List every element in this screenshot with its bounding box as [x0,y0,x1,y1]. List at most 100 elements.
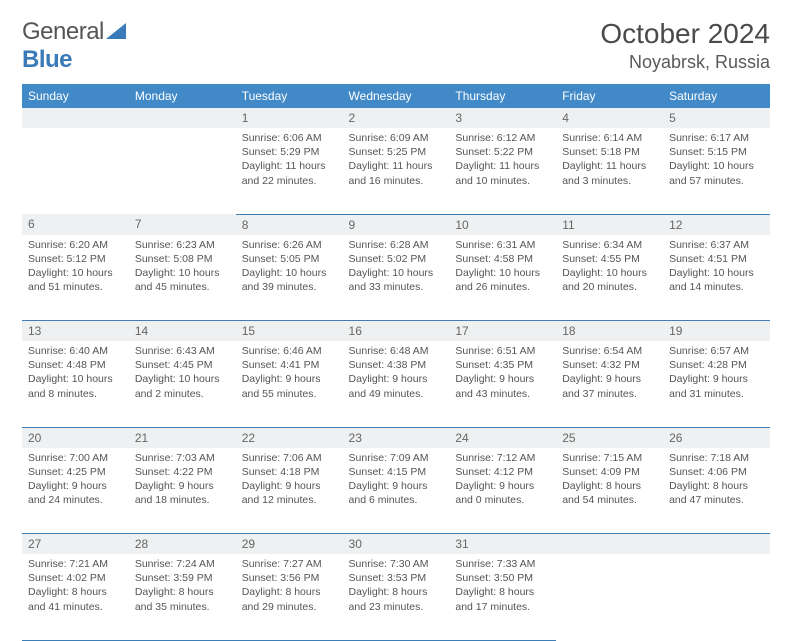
day-details: Sunrise: 6:17 AMSunset: 5:15 PMDaylight:… [663,128,770,194]
sunrise-line: Sunrise: 6:43 AM [135,344,230,358]
sunrise-line: Sunrise: 6:28 AM [349,238,444,252]
sunset-line: Sunset: 5:15 PM [669,145,764,159]
day-number-cell [663,534,770,555]
day-number-cell [129,108,236,128]
sunrise-line: Sunrise: 7:27 AM [242,557,337,571]
daynum-row: 20212223242526 [22,427,770,448]
day-number-cell: 28 [129,534,236,555]
day-details: Sunrise: 7:03 AMSunset: 4:22 PMDaylight:… [129,448,236,514]
day-details: Sunrise: 6:46 AMSunset: 4:41 PMDaylight:… [236,341,343,407]
daylight-line: Daylight: 10 hours and 20 minutes. [562,266,657,294]
day-details: Sunrise: 7:15 AMSunset: 4:09 PMDaylight:… [556,448,663,514]
sunrise-line: Sunrise: 6:26 AM [242,238,337,252]
daylight-line: Daylight: 9 hours and 31 minutes. [669,372,764,400]
day-details: Sunrise: 7:09 AMSunset: 4:15 PMDaylight:… [343,448,450,514]
daynum-row: 12345 [22,108,770,128]
sunset-line: Sunset: 3:50 PM [455,571,550,585]
daylight-line: Daylight: 10 hours and 26 minutes. [455,266,550,294]
daylight-line: Daylight: 8 hours and 54 minutes. [562,479,657,507]
sunrise-line: Sunrise: 6:14 AM [562,131,657,145]
day-details: Sunrise: 6:09 AMSunset: 5:25 PMDaylight:… [343,128,450,194]
day-number-cell: 18 [556,321,663,342]
day-details: Sunrise: 6:28 AMSunset: 5:02 PMDaylight:… [343,235,450,301]
daylight-line: Daylight: 11 hours and 22 minutes. [242,159,337,187]
sunset-line: Sunset: 4:15 PM [349,465,444,479]
day-number-cell: 1 [236,108,343,128]
day-cell: Sunrise: 7:27 AMSunset: 3:56 PMDaylight:… [236,554,343,640]
daynum-row: 6789101112 [22,214,770,235]
day-number-cell: 13 [22,321,129,342]
sunset-line: Sunset: 5:08 PM [135,252,230,266]
day-number-cell: 14 [129,321,236,342]
location-label: Noyabrsk, Russia [600,52,770,73]
day-details: Sunrise: 7:27 AMSunset: 3:56 PMDaylight:… [236,554,343,620]
day-number-cell: 9 [343,214,450,235]
day-content-row: Sunrise: 6:06 AMSunset: 5:29 PMDaylight:… [22,128,770,214]
day-number-cell: 22 [236,427,343,448]
day-number-cell: 16 [343,321,450,342]
sunset-line: Sunset: 4:18 PM [242,465,337,479]
weekday-header: Tuesday [236,84,343,108]
sunset-line: Sunset: 5:22 PM [455,145,550,159]
daylight-line: Daylight: 9 hours and 49 minutes. [349,372,444,400]
daylight-line: Daylight: 9 hours and 37 minutes. [562,372,657,400]
day-details: Sunrise: 6:57 AMSunset: 4:28 PMDaylight:… [663,341,770,407]
day-cell: Sunrise: 6:06 AMSunset: 5:29 PMDaylight:… [236,128,343,214]
day-details: Sunrise: 6:51 AMSunset: 4:35 PMDaylight:… [449,341,556,407]
sunrise-line: Sunrise: 7:03 AM [135,451,230,465]
day-details: Sunrise: 6:34 AMSunset: 4:55 PMDaylight:… [556,235,663,301]
sunrise-line: Sunrise: 6:48 AM [349,344,444,358]
sunset-line: Sunset: 4:41 PM [242,358,337,372]
day-cell: Sunrise: 6:48 AMSunset: 4:38 PMDaylight:… [343,341,450,427]
day-details: Sunrise: 6:43 AMSunset: 4:45 PMDaylight:… [129,341,236,407]
sunset-line: Sunset: 4:28 PM [669,358,764,372]
day-cell: Sunrise: 7:24 AMSunset: 3:59 PMDaylight:… [129,554,236,640]
day-cell: Sunrise: 6:23 AMSunset: 5:08 PMDaylight:… [129,235,236,321]
daylight-line: Daylight: 8 hours and 23 minutes. [349,585,444,613]
day-number-cell: 3 [449,108,556,128]
sunset-line: Sunset: 4:45 PM [135,358,230,372]
day-number-cell: 10 [449,214,556,235]
brand-logo: General Blue [22,18,126,74]
day-details: Sunrise: 7:00 AMSunset: 4:25 PMDaylight:… [22,448,129,514]
daylight-line: Daylight: 9 hours and 0 minutes. [455,479,550,507]
daylight-line: Daylight: 8 hours and 41 minutes. [28,585,123,613]
day-number-cell [556,534,663,555]
sunrise-line: Sunrise: 7:24 AM [135,557,230,571]
weekday-header: Sunday [22,84,129,108]
sunset-line: Sunset: 4:25 PM [28,465,123,479]
day-cell: Sunrise: 6:40 AMSunset: 4:48 PMDaylight:… [22,341,129,427]
day-details: Sunrise: 7:06 AMSunset: 4:18 PMDaylight:… [236,448,343,514]
sunrise-line: Sunrise: 6:20 AM [28,238,123,252]
day-cell: Sunrise: 6:46 AMSunset: 4:41 PMDaylight:… [236,341,343,427]
sunset-line: Sunset: 5:12 PM [28,252,123,266]
brand-part2: Blue [22,46,72,73]
day-cell: Sunrise: 6:14 AMSunset: 5:18 PMDaylight:… [556,128,663,214]
sunrise-line: Sunrise: 6:17 AM [669,131,764,145]
day-cell [129,128,236,214]
sunrise-line: Sunrise: 6:40 AM [28,344,123,358]
sunrise-line: Sunrise: 6:23 AM [135,238,230,252]
day-cell: Sunrise: 6:20 AMSunset: 5:12 PMDaylight:… [22,235,129,321]
daylight-line: Daylight: 9 hours and 55 minutes. [242,372,337,400]
weekday-header: Wednesday [343,84,450,108]
sunset-line: Sunset: 4:22 PM [135,465,230,479]
day-details: Sunrise: 6:31 AMSunset: 4:58 PMDaylight:… [449,235,556,301]
day-cell: Sunrise: 7:06 AMSunset: 4:18 PMDaylight:… [236,448,343,534]
day-cell [22,128,129,214]
sunset-line: Sunset: 5:05 PM [242,252,337,266]
daylight-line: Daylight: 11 hours and 16 minutes. [349,159,444,187]
day-details: Sunrise: 6:48 AMSunset: 4:38 PMDaylight:… [343,341,450,407]
sunrise-line: Sunrise: 7:21 AM [28,557,123,571]
day-number-cell: 6 [22,214,129,235]
day-number-cell: 2 [343,108,450,128]
day-number-cell: 19 [663,321,770,342]
sunset-line: Sunset: 3:53 PM [349,571,444,585]
sunrise-line: Sunrise: 6:37 AM [669,238,764,252]
daylight-line: Daylight: 8 hours and 35 minutes. [135,585,230,613]
day-number-cell: 12 [663,214,770,235]
sunset-line: Sunset: 5:25 PM [349,145,444,159]
day-details: Sunrise: 6:26 AMSunset: 5:05 PMDaylight:… [236,235,343,301]
daylight-line: Daylight: 8 hours and 29 minutes. [242,585,337,613]
day-details: Sunrise: 7:30 AMSunset: 3:53 PMDaylight:… [343,554,450,620]
